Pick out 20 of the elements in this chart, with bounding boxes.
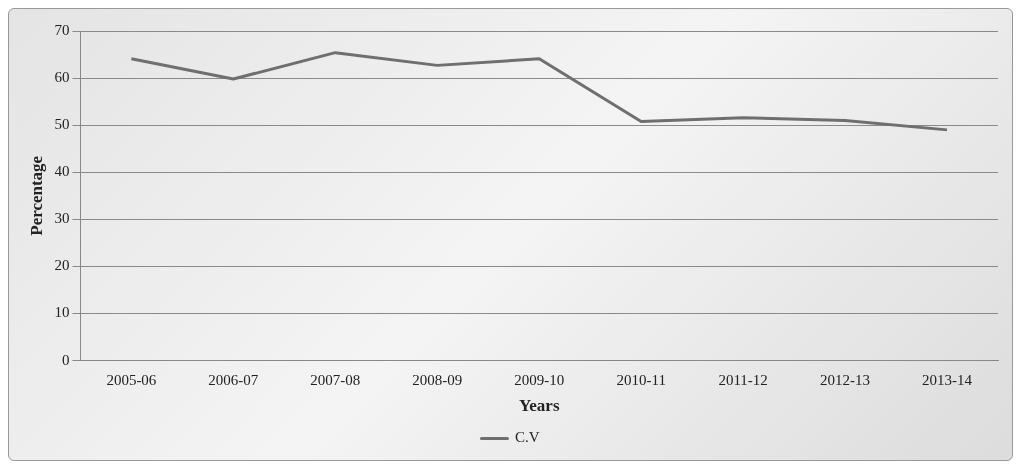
x-axis-title: Years bbox=[518, 396, 560, 416]
legend-label: C.V bbox=[514, 429, 540, 446]
y-axis-title: Percentage bbox=[26, 155, 46, 236]
x-tick-label: 2005-06 bbox=[106, 371, 157, 388]
x-tick-label: 2006-07 bbox=[208, 371, 259, 388]
x-tick-label: 2011-12 bbox=[718, 371, 768, 388]
x-tick-label: 2010-11 bbox=[616, 371, 666, 388]
y-tick-label: 10 bbox=[54, 304, 70, 321]
x-tick-label: 2012-13 bbox=[820, 371, 871, 388]
y-tick-label: 40 bbox=[54, 163, 70, 180]
x-tick-label: 2013-14 bbox=[922, 371, 973, 388]
y-tick-label: 20 bbox=[54, 257, 70, 274]
x-tick-label: 2007-08 bbox=[310, 371, 361, 388]
y-tick-label: 50 bbox=[54, 116, 70, 133]
x-tick-label: 2009-10 bbox=[514, 371, 565, 388]
y-tick-label: 0 bbox=[61, 351, 70, 368]
x-tick-label: 2008-09 bbox=[412, 371, 463, 388]
y-tick-label: 60 bbox=[54, 69, 70, 86]
y-tick-label: 70 bbox=[54, 21, 70, 38]
y-tick-label: 30 bbox=[54, 210, 70, 227]
